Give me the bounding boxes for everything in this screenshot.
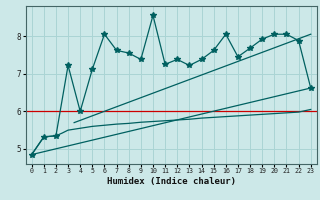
X-axis label: Humidex (Indice chaleur): Humidex (Indice chaleur) [107, 177, 236, 186]
